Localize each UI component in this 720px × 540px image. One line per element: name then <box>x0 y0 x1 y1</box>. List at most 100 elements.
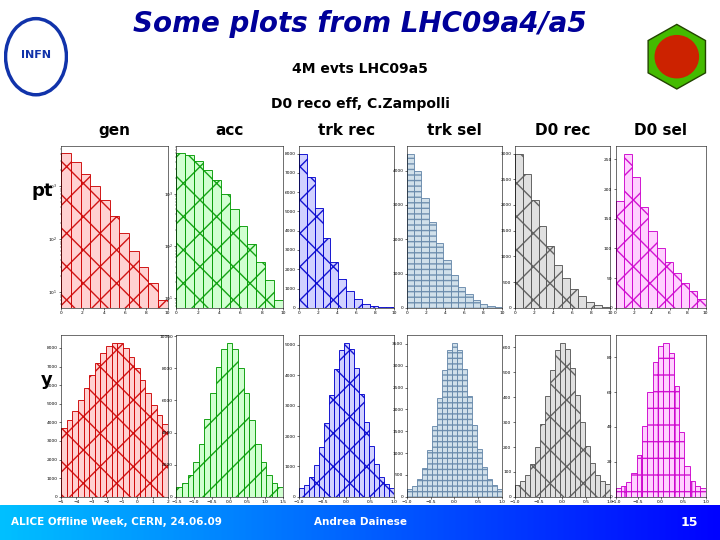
Text: trk rec: trk rec <box>318 124 375 138</box>
Bar <box>626 482 631 497</box>
Bar <box>414 171 421 308</box>
Bar <box>90 505 96 540</box>
Bar <box>216 505 222 540</box>
Bar <box>162 424 168 497</box>
Bar <box>462 505 468 540</box>
Bar <box>354 299 362 308</box>
Bar <box>570 368 575 497</box>
Bar <box>243 393 249 497</box>
Bar <box>158 300 168 540</box>
Bar <box>348 349 354 497</box>
Bar <box>148 283 158 540</box>
Bar <box>564 505 570 540</box>
Bar <box>198 505 204 540</box>
Bar <box>238 368 243 497</box>
Bar <box>252 505 258 540</box>
Bar <box>458 287 465 308</box>
Bar <box>339 350 344 497</box>
Bar <box>621 486 626 497</box>
Bar <box>168 505 174 540</box>
Bar <box>120 233 129 540</box>
Bar <box>264 505 270 540</box>
Bar <box>437 398 442 497</box>
Bar <box>474 505 480 540</box>
Bar <box>422 468 427 497</box>
Bar <box>227 342 233 497</box>
Bar <box>689 291 698 308</box>
Bar <box>456 349 462 497</box>
Bar <box>374 464 379 497</box>
Bar <box>238 226 248 540</box>
Bar <box>180 505 186 540</box>
Bar <box>114 505 120 540</box>
Bar <box>585 446 590 497</box>
Bar <box>588 505 594 540</box>
Bar <box>234 505 240 540</box>
Bar <box>216 367 221 497</box>
Bar <box>672 505 678 540</box>
Bar <box>346 292 354 308</box>
Bar <box>106 346 112 497</box>
Bar <box>673 273 681 308</box>
Text: y: y <box>41 371 53 389</box>
Bar <box>595 475 600 497</box>
Bar <box>359 394 364 497</box>
Bar <box>78 400 84 497</box>
Bar <box>432 426 437 497</box>
Bar <box>126 505 132 540</box>
Bar <box>78 505 84 540</box>
Bar <box>299 488 304 497</box>
Bar <box>450 505 456 540</box>
Bar <box>427 450 432 497</box>
Bar <box>590 463 595 497</box>
Bar <box>306 505 312 540</box>
Bar <box>255 444 261 497</box>
Text: D0 sel: D0 sel <box>634 124 687 138</box>
Bar <box>186 505 192 540</box>
Bar <box>555 350 560 497</box>
Bar <box>594 305 602 308</box>
Bar <box>364 422 369 497</box>
Bar <box>467 396 472 497</box>
Bar <box>204 505 210 540</box>
Bar <box>531 200 539 308</box>
Bar <box>402 505 408 540</box>
Bar <box>407 489 412 497</box>
Bar <box>535 447 540 497</box>
Bar <box>465 294 472 308</box>
Bar <box>312 505 318 540</box>
Bar <box>270 505 276 540</box>
Bar <box>504 505 510 540</box>
Bar <box>562 278 570 308</box>
Bar <box>140 381 145 497</box>
Bar <box>330 261 338 308</box>
Bar <box>681 283 689 308</box>
Bar <box>456 505 462 540</box>
Bar <box>329 395 334 497</box>
Bar <box>123 348 128 497</box>
Bar <box>657 248 665 308</box>
Bar <box>139 267 148 540</box>
Bar <box>112 342 117 497</box>
Bar <box>258 505 264 540</box>
Bar <box>304 484 309 497</box>
Bar <box>265 280 274 540</box>
Bar <box>510 505 516 540</box>
Bar <box>498 505 504 540</box>
Bar <box>586 302 594 308</box>
Bar <box>640 207 648 308</box>
Bar <box>372 505 378 540</box>
Bar <box>438 505 444 540</box>
Bar <box>452 342 456 497</box>
Bar <box>696 505 702 540</box>
Bar <box>468 505 474 540</box>
Bar <box>648 231 657 308</box>
Bar <box>714 505 720 540</box>
Bar <box>530 464 535 497</box>
Bar <box>495 307 502 308</box>
Bar <box>631 473 636 497</box>
Bar <box>492 505 498 540</box>
Bar <box>436 242 444 308</box>
Bar <box>558 505 564 540</box>
Bar <box>95 363 101 497</box>
